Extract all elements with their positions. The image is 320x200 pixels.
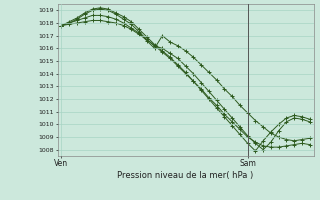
X-axis label: Pression niveau de la mer( hPa ): Pression niveau de la mer( hPa ) bbox=[117, 171, 254, 180]
